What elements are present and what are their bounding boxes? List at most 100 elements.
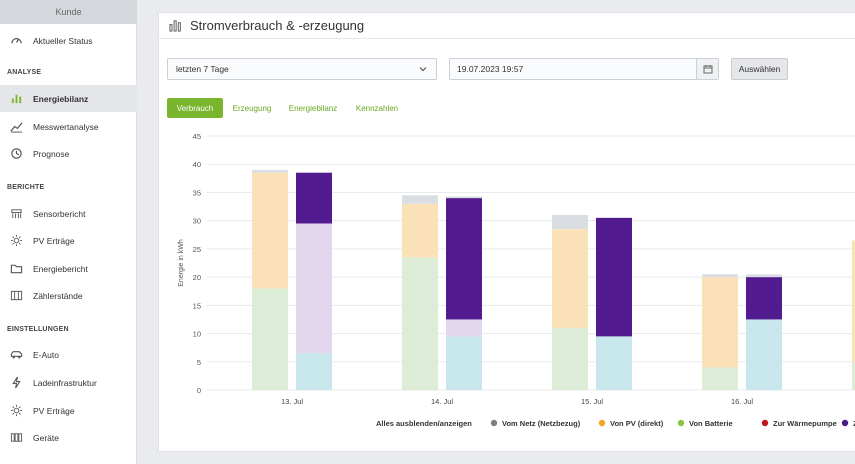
select-button[interactable]: Auswählen <box>731 58 788 80</box>
bar-left-netz <box>552 215 588 230</box>
legend-label: Von Batterie <box>689 419 733 428</box>
sidebar-item-energiebericht[interactable]: Energiebericht <box>0 255 137 282</box>
meter-icon <box>10 289 23 302</box>
calendar-icon[interactable] <box>696 59 718 79</box>
y-tick-label: 30 <box>193 217 201 226</box>
datetime-field[interactable]: 19.07.2023 19:57 <box>449 58 719 80</box>
section-berichte: BERICHTE <box>7 184 45 191</box>
line-chart-icon <box>10 120 23 133</box>
sidebar-item-label: E-Auto <box>33 349 59 360</box>
legend-marker <box>677 419 685 427</box>
bar-left-pv <box>552 229 588 328</box>
y-axis-label: Energie in kWh <box>178 239 185 287</box>
legend-marker <box>761 419 769 427</box>
sidebar-item-geraete[interactable]: Geräte <box>0 424 137 451</box>
sidebar-item-label: Ladeinfrastruktur <box>33 377 97 388</box>
sidebar-item-label: Sensorbericht <box>33 208 86 219</box>
bar-left-batterie <box>552 327 588 390</box>
bar-partial-batterie <box>852 361 855 390</box>
bar-left-netz <box>252 169 288 173</box>
bar-left-batterie <box>702 367 738 390</box>
bar-right-cyan <box>746 319 782 390</box>
bar-right-lila <box>446 319 482 337</box>
datetime-value: 19.07.2023 19:57 <box>457 64 524 74</box>
sidebar: Kunde Aktueller Status ANALYSE Energiebi… <box>0 0 137 464</box>
legend-label: Z <box>853 419 855 428</box>
tab-energiebilanz[interactable]: Energiebilanz <box>288 103 338 113</box>
chevron-down-icon <box>419 67 427 72</box>
bar-right-dunkel <box>596 217 632 337</box>
sun-icon <box>10 234 23 247</box>
sidebar-item-energiebilanz[interactable]: Energiebilanz <box>0 85 137 112</box>
sidebar-item-label: Messwertanalyse <box>33 121 99 132</box>
sidebar-item-zaehlerstaende[interactable]: Zählerstände <box>0 282 137 309</box>
sidebar-item-label: Zählerstände <box>33 290 83 301</box>
y-tick-label: 5 <box>197 358 201 367</box>
bar-left-pv <box>252 172 288 289</box>
stacked-bar-chart: 0 5 10 15 20 25 30 35 40 45 Energie in kWh 13. Jul 1… <box>178 132 855 428</box>
legend-marker <box>598 419 606 427</box>
legend-label: Von PV (direkt) <box>610 419 664 428</box>
bolt-icon <box>10 376 23 389</box>
bar-partial-pv <box>852 240 855 362</box>
y-tick-label: 45 <box>193 132 201 141</box>
sidebar-item-ladeinfrastruktur[interactable]: Ladeinfrastruktur <box>0 369 137 396</box>
devices-icon <box>10 431 23 444</box>
bar-left-netz <box>402 195 438 204</box>
folder-icon <box>10 262 23 275</box>
sidebar-item-label: Prognose <box>33 148 70 159</box>
y-tick-label: 15 <box>193 301 201 310</box>
clock-icon <box>10 147 23 160</box>
sidebar-item-label: Energiebilanz <box>33 93 89 104</box>
bar-right-netz <box>746 274 782 278</box>
bar-chart-icon <box>10 92 23 105</box>
bar-left-netz <box>702 274 738 278</box>
bar-chart-icon <box>169 20 181 32</box>
sidebar-item-sensorbericht[interactable]: Sensorbericht <box>0 200 137 227</box>
y-tick-label: 10 <box>193 330 201 339</box>
sidebar-item-label: Energiebericht <box>33 263 88 274</box>
sun-icon <box>10 404 23 417</box>
bar-right-dunkel <box>746 277 782 320</box>
legend-marker <box>841 419 849 427</box>
bar-right-cyan <box>596 336 632 390</box>
y-tick-label: 40 <box>193 160 201 169</box>
section-einstellungen: EINSTELLUNGEN <box>7 326 69 333</box>
x-tick-label: 16. Jul <box>731 397 753 406</box>
page-title: Stromverbrauch & -erzeugung <box>190 18 365 33</box>
sidebar-item-label: PV Erträge <box>33 405 75 416</box>
legend-label: Zur Wärmepumpe <box>773 419 837 428</box>
bar-left-pv <box>402 203 438 258</box>
period-select-value: letzten 7 Tage <box>176 64 229 74</box>
tab-erzeugung[interactable]: Erzeugung <box>232 103 272 113</box>
card-header: Stromverbrauch & -erzeugung <box>159 13 855 39</box>
x-tick-label: 15. Jul <box>581 397 603 406</box>
bar-right-dunkel <box>446 198 482 320</box>
kunde-tab[interactable]: Kunde <box>0 0 137 24</box>
sidebar-item-label: Geräte <box>33 432 59 443</box>
bar-left-pv <box>702 277 738 368</box>
sidebar-item-e-auto[interactable]: E-Auto <box>0 341 137 368</box>
sidebar-item-pv-ertraege[interactable]: PV Erträge <box>0 227 137 254</box>
bar-right-lila <box>296 223 332 354</box>
y-tick-label: 20 <box>193 273 201 282</box>
sidebar-item-label: PV Erträge <box>33 235 75 246</box>
sidebar-item-prognose[interactable]: Prognose <box>0 140 137 167</box>
sidebar-item-messwertanalyse[interactable]: Messwertanalyse <box>0 113 137 140</box>
sidebar-item-pv-ertraege-settings[interactable]: PV Erträge <box>0 397 137 424</box>
tab-verbrauch[interactable]: Verbrauch <box>167 98 223 118</box>
tab-kennzahlen[interactable]: Kennzahlen <box>355 103 399 113</box>
sidebar-item-aktueller-status[interactable]: Aktueller Status <box>0 27 137 54</box>
chart-card: Stromverbrauch & -erzeugung letzten 7 Ta… <box>158 12 855 452</box>
bar-right-netz <box>446 196 482 199</box>
period-select[interactable]: letzten 7 Tage <box>167 58 437 80</box>
x-tick-label: 13. Jul <box>281 397 303 406</box>
car-icon <box>10 348 23 361</box>
section-analyse: ANALYSE <box>7 69 42 76</box>
sensor-icon <box>10 207 23 220</box>
x-tick-label: 14. Jul <box>431 397 453 406</box>
bar-left-batterie <box>402 257 438 390</box>
y-tick-label: 35 <box>193 188 201 197</box>
sidebar-item-label: Aktueller Status <box>33 35 93 46</box>
gauge-icon <box>10 34 23 47</box>
